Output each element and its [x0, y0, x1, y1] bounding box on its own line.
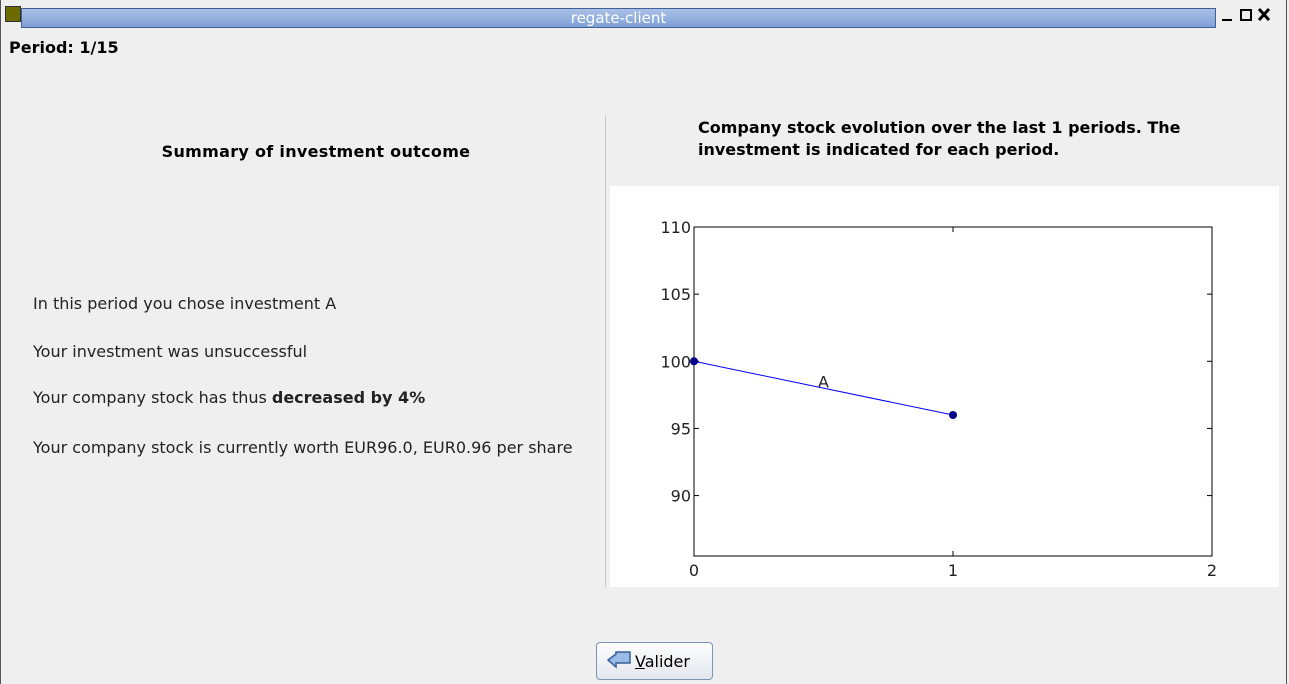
summary-line: In this period you chose investment A: [33, 292, 608, 316]
button-icon: [606, 651, 631, 669]
summary-line: Your company stock has thus decreased by …: [33, 386, 608, 410]
point: [690, 357, 698, 366]
line: [693, 360, 954, 416]
app-icon: [5, 6, 21, 22]
text: Your investment was unsuccessful: [33, 342, 308, 361]
y-tick-label: 95: [671, 419, 691, 438]
summary-line: Your company stock is currently worth EU…: [33, 436, 608, 460]
summary-line: Your investment was unsuccessful: [33, 340, 608, 364]
y-tick-label: 100: [660, 352, 691, 371]
annotation: A: [818, 372, 829, 391]
y-tick-label: 90: [671, 487, 691, 506]
text: Your company stock is currently worth EU…: [33, 438, 573, 457]
button-label[interactable]: Valider: [635, 652, 690, 671]
validate-button[interactable]: Valider: [596, 642, 713, 680]
chart-title: Company stock evolution over the last 1 …: [698, 118, 1181, 159]
point: [949, 411, 957, 419]
maximize[interactable]: [1240, 9, 1252, 21]
text: Your company stock has thus: [33, 388, 267, 407]
window-controls[interactable]: [1219, 6, 1283, 24]
x-tick-label: 2: [1207, 561, 1217, 580]
period-label: Period: 1/15: [9, 38, 119, 57]
chart: 90 95 100 105 110 0 1 2 A: [610, 186, 1279, 587]
summary-title: Summary of investment outcome: [161, 142, 471, 161]
text: In this period you chose investment A: [33, 294, 337, 313]
plot-frame: [693, 226, 1213, 557]
y-tick-label: 110: [660, 218, 691, 237]
emphasis: decreased by 4%: [271, 388, 426, 407]
minimize[interactable]: [1222, 19, 1232, 21]
x-tick-label: 0: [689, 561, 699, 580]
window-title: regate-client: [570, 9, 667, 27]
title-bar: regate-client: [21, 8, 1216, 28]
close[interactable]: [1257, 7, 1271, 22]
separator: [605, 115, 606, 587]
x-tick-label: 1: [948, 561, 958, 580]
y-tick-label: 105: [660, 285, 691, 304]
